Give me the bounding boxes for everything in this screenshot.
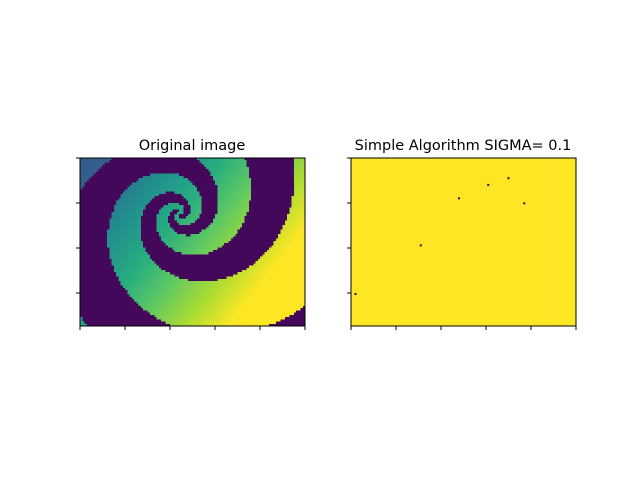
original-image-heatmap [80, 158, 305, 326]
simple-algorithm-title: Simple Algorithm SIGMA= 0.1 [355, 138, 572, 154]
outlier-point [354, 293, 357, 296]
outlier-point [419, 244, 422, 247]
simple-algorithm-ticks [347, 157, 577, 330]
outlier-point [487, 183, 490, 186]
original-image-title: Original image [139, 138, 246, 154]
original-image-panel: Original image [76, 138, 306, 330]
original-image-ticks [76, 157, 306, 330]
simple-algorithm-heatmap [351, 158, 576, 326]
outlier-point [507, 177, 510, 180]
outlier-point [523, 202, 526, 205]
original-image-axes-frame [79, 157, 306, 327]
result-background [351, 158, 576, 326]
spiral-image [80, 158, 305, 326]
simple-algorithm-panel: Simple Algorithm SIGMA= 0.1 [347, 138, 577, 330]
simple-algorithm-axes-frame [350, 157, 577, 327]
outlier-point [458, 197, 460, 200]
